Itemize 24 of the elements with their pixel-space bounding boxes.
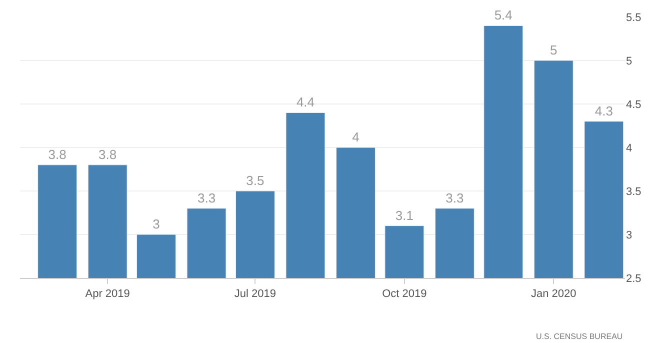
data-label: 3.3 xyxy=(446,190,464,206)
y-tick-label: 5.5 xyxy=(626,12,642,24)
data-label: 4 xyxy=(352,130,360,144)
data-label: 3.1 xyxy=(395,208,414,223)
y-tick-label: 3 xyxy=(626,229,632,242)
y-tick-label: 2.5 xyxy=(626,272,642,285)
y-tick-label: 5 xyxy=(626,55,632,68)
data-label: 3.8 xyxy=(98,146,117,162)
data-label: 3 xyxy=(152,216,160,232)
data-label: 3.5 xyxy=(246,173,264,188)
data-label: 4.3 xyxy=(594,103,613,118)
x-tick-label: Apr 2019 xyxy=(85,288,130,300)
data-label: 4.4 xyxy=(296,94,315,110)
x-tick-label: Jul 2019 xyxy=(234,288,276,300)
data-label: 5.4 xyxy=(494,8,512,23)
y-tick-label: 3.5 xyxy=(626,186,642,198)
text: U.S. CENSUS BUREAU xyxy=(536,332,623,341)
data-label: 3.8 xyxy=(48,146,66,162)
x-tick-label: Jan 2020 xyxy=(530,288,576,300)
y-tick-label: 4 xyxy=(626,142,632,154)
data-label: 3.3 xyxy=(197,190,216,206)
x-tick-label: Oct 2019 xyxy=(382,288,427,300)
data-label: 5 xyxy=(550,42,558,58)
y-tick-label: 4.5 xyxy=(626,98,642,111)
